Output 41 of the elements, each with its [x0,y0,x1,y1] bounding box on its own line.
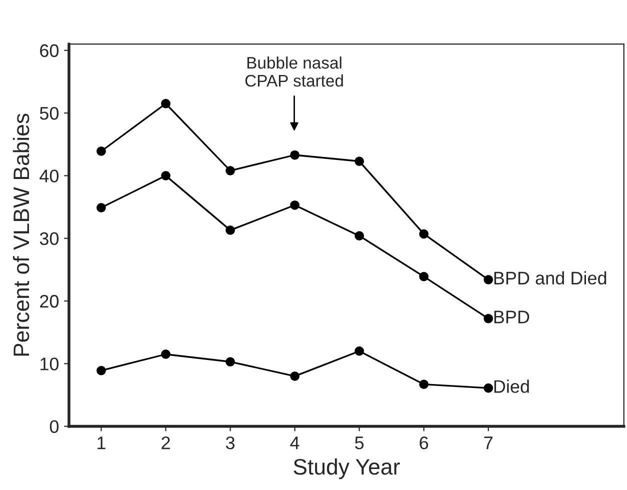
y-tick-label: 30 [40,232,59,246]
point [354,231,364,241]
series-label: BPD [494,310,530,324]
point [226,166,235,176]
point [96,366,106,376]
annotation: Bubble nasal CPAP started [245,56,343,87]
point [96,146,106,156]
point [484,314,494,324]
x-tick-label: 6 [420,436,428,450]
point [290,200,300,210]
x-tick-label: 4 [290,436,300,450]
y-tick-label: 20 [40,294,59,308]
point [226,357,235,366]
x-tick-label: 2 [162,436,170,450]
series-label: Died [494,380,529,393]
point [354,156,364,166]
y-tick-label: 50 [40,106,59,120]
point [161,170,170,180]
point [161,350,170,359]
y-tick-label: 0 [50,420,59,434]
point [419,229,429,239]
point [96,202,106,212]
x-tick-label: 3 [226,436,235,450]
point [419,380,429,390]
point [354,346,364,356]
y-tick-label: 60 [40,44,59,58]
x-tick-label: 5 [355,436,364,450]
y-tick-label: 10 [40,358,59,370]
point [290,150,300,160]
x-tick-label: 1 [98,436,106,450]
y-axis-title: Percent of VLBW Babies [12,114,30,356]
point [419,272,429,282]
point [484,383,494,393]
series-label: BPD and Died [494,271,606,285]
x-tick-label: 7 [484,436,492,450]
y-tick-label: 40 [40,170,59,182]
x-axis-title: Study Year [294,458,400,480]
point [226,226,235,235]
point [161,98,170,108]
point [484,275,494,284]
point [290,371,300,381]
